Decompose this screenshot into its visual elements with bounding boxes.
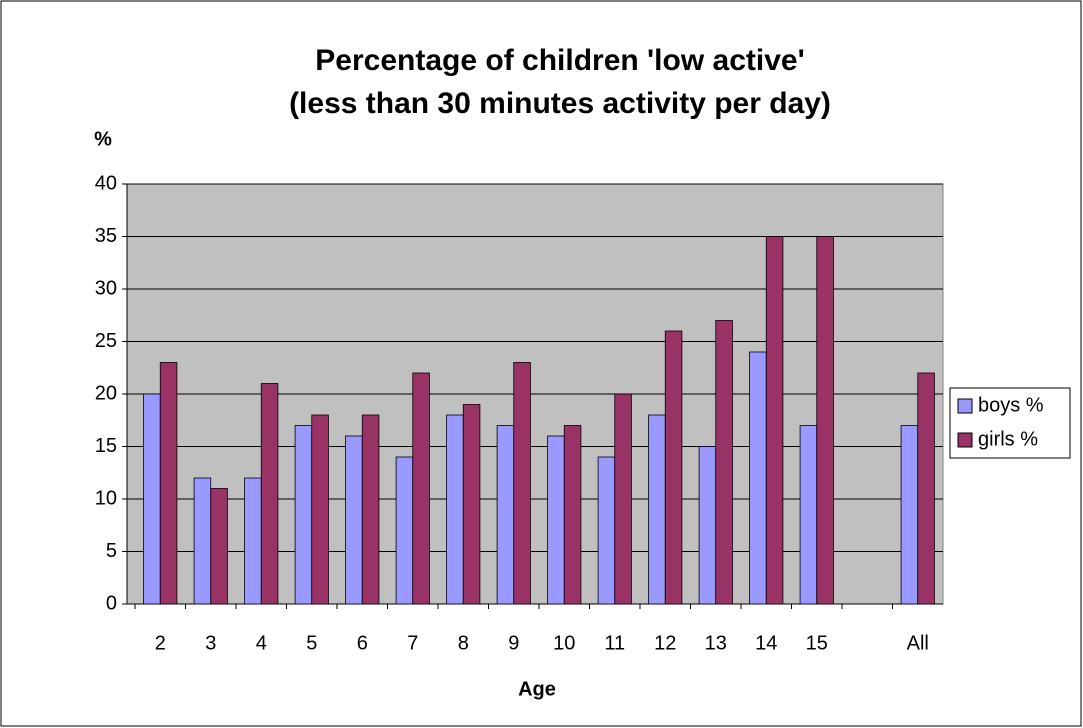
x-tick-label: 8 [458, 632, 469, 654]
x-tick-label: 11 [604, 632, 625, 654]
bar [664, 330, 683, 605]
y-tick-label: 25 [95, 330, 117, 352]
y-tick-label: 5 [106, 540, 117, 562]
bar [395, 456, 414, 605]
y-tick-label: 40 [95, 172, 117, 194]
bar [749, 351, 767, 605]
legend-swatch [957, 398, 973, 414]
y-tick-label: 10 [95, 487, 117, 509]
bar [900, 425, 919, 605]
y-tick-label: 0 [106, 592, 117, 614]
x-tick-label: All [907, 632, 929, 654]
bar [816, 236, 834, 605]
bar [698, 446, 717, 605]
x-tick-label: 12 [654, 632, 676, 654]
x-tick-label: 5 [306, 632, 317, 654]
bar [361, 414, 380, 605]
x-tick-label: 9 [508, 632, 519, 654]
bar [412, 372, 430, 605]
x-axis-title: Age [518, 678, 556, 700]
bar [513, 362, 531, 605]
x-tick-label: 14 [755, 632, 777, 654]
bar [143, 393, 161, 605]
bar [244, 477, 262, 605]
x-tick-label: 3 [205, 632, 216, 654]
bar [547, 435, 565, 605]
y-tick-label: 30 [95, 277, 117, 299]
y-axis-title: % [94, 128, 112, 150]
legend-label: girls % [978, 428, 1038, 450]
legend-swatch [957, 432, 973, 448]
y-tick-label: 20 [95, 382, 117, 404]
bar [614, 393, 632, 605]
bar [765, 236, 784, 605]
bar [193, 477, 212, 605]
x-tick-label: 6 [357, 632, 368, 654]
bar [496, 425, 515, 605]
bar [210, 488, 228, 605]
bar [462, 404, 481, 605]
x-tick-label: 7 [407, 632, 418, 654]
bar [917, 372, 935, 605]
bar [446, 414, 464, 605]
bar [563, 425, 582, 605]
x-tick-label: 4 [256, 632, 267, 654]
bar [715, 320, 733, 605]
x-tick-label: 10 [553, 632, 575, 654]
bar [648, 414, 666, 605]
chart-title: (less than 30 minutes activity per day) [289, 87, 831, 120]
x-tick-label: 2 [155, 632, 166, 654]
bar [311, 414, 329, 605]
bar [159, 362, 178, 605]
y-tick-label: 15 [95, 435, 117, 457]
bar [345, 435, 363, 605]
x-tick-label: 13 [705, 632, 727, 654]
chart-title: Percentage of children 'low active' [315, 44, 804, 77]
bar [260, 383, 279, 605]
x-tick-label: 15 [806, 632, 828, 654]
y-tick-label: 35 [95, 225, 117, 247]
bar [799, 425, 818, 605]
bar [597, 456, 616, 605]
legend-label: boys % [978, 394, 1044, 416]
bar [294, 425, 313, 605]
